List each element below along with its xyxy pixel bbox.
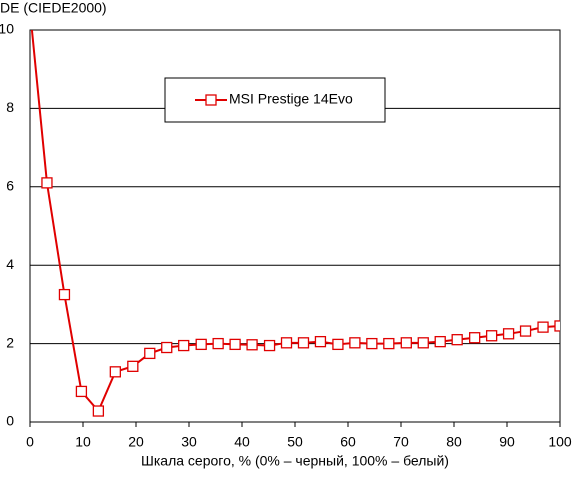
marker: [554, 320, 560, 332]
x-tick-label: 70: [393, 434, 409, 450]
series: [30, 30, 560, 417]
y-tick-label: 0: [6, 413, 14, 429]
y-tick-label: 2: [6, 334, 14, 350]
y-tick-label: 10: [0, 21, 14, 37]
marker: [92, 405, 105, 417]
marker: [400, 337, 412, 349]
marker: [263, 339, 276, 352]
marker: [58, 288, 71, 301]
marker: [314, 335, 327, 348]
marker: [178, 339, 190, 352]
x-tick-label: 90: [499, 434, 515, 450]
marker: [297, 337, 310, 349]
marker: [280, 337, 293, 349]
marker: [451, 334, 463, 346]
marker: [485, 330, 498, 342]
y-tick-label: 8: [6, 99, 14, 115]
legend-label: MSI Prestige 14Evo: [229, 91, 353, 107]
x-tick-label: 20: [128, 434, 144, 450]
marker: [537, 321, 549, 333]
marker: [366, 337, 378, 350]
legend-marker: [205, 94, 217, 106]
x-tick-label: 0: [26, 434, 34, 450]
marker: [383, 337, 395, 350]
marker: [469, 332, 481, 344]
marker: [195, 338, 207, 351]
marker: [127, 360, 139, 372]
marker: [417, 337, 429, 349]
x-tick-label: 10: [75, 434, 91, 450]
y-tick-label: 4: [6, 256, 14, 272]
marker: [246, 339, 258, 351]
marker: [212, 337, 224, 350]
x-tick-label: 50: [287, 434, 303, 450]
marker: [434, 335, 446, 348]
marker: [41, 177, 53, 189]
y-axis-label: DE (CIEDE2000): [0, 0, 107, 16]
x-tick-label: 100: [548, 434, 572, 450]
marker: [349, 337, 361, 349]
x-tick-label: 60: [340, 434, 356, 450]
marker: [332, 338, 344, 351]
x-axis-label: Шкала серого, % (0% – черный, 100% – бел…: [141, 453, 449, 469]
x-tick-label: 80: [446, 434, 462, 450]
x-tick-label: 40: [234, 434, 250, 450]
marker: [229, 338, 241, 351]
marker: [75, 385, 88, 398]
y-tick-label: 6: [6, 178, 14, 194]
marker: [161, 341, 173, 354]
marker: [502, 328, 515, 340]
x-tick-label: 30: [181, 434, 197, 450]
marker: [144, 347, 156, 360]
marker: [109, 366, 121, 378]
marker: [519, 325, 532, 337]
